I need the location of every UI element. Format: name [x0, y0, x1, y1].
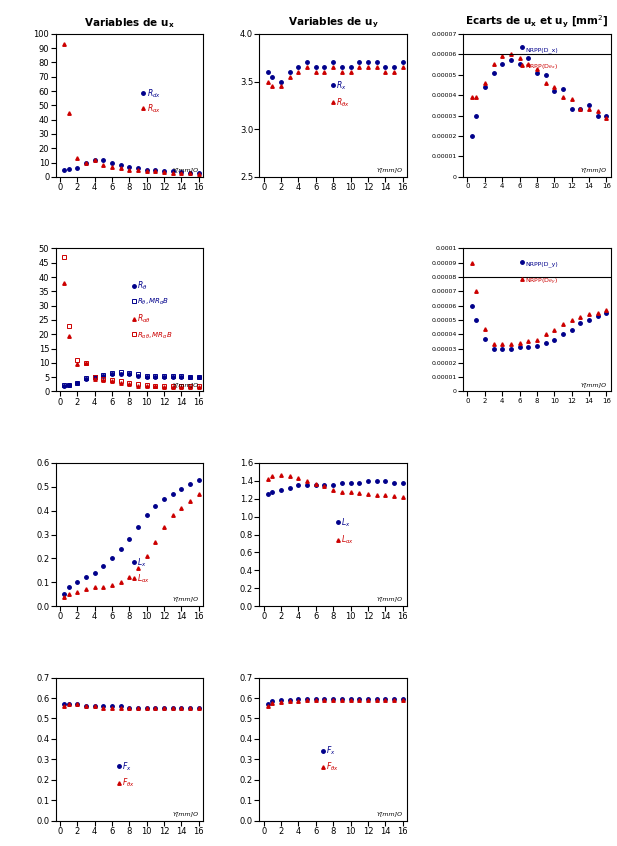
Text: $L_x$: $L_x$	[341, 516, 350, 529]
Text: Ecarts de $\mathbf{u_x}$ et $\mathbf{u_y}$ [mm$^2$]: Ecarts de $\mathbf{u_x}$ et $\mathbf{u_y…	[465, 14, 608, 30]
Text: $R_{\alpha\theta},MR_\alpha B$: $R_{\alpha\theta},MR_\alpha B$	[137, 331, 172, 341]
Text: $R_{\theta x}$: $R_{\theta x}$	[336, 96, 350, 109]
Text: $F_x$: $F_x$	[122, 760, 131, 772]
Text: $R_{dx}$: $R_{dx}$	[147, 88, 161, 101]
Text: Y[mm]O: Y[mm]O	[376, 596, 402, 602]
Text: $L_{\alpha x}$: $L_{\alpha x}$	[137, 572, 150, 585]
Text: Y[mm]O: Y[mm]O	[581, 168, 607, 173]
Text: Variables de $\mathbf{u_x}$: Variables de $\mathbf{u_x}$	[84, 16, 175, 30]
Text: $F_{\theta x}$: $F_{\theta x}$	[326, 761, 339, 773]
Text: Variables de $\mathbf{u_y}$: Variables de $\mathbf{u_y}$	[288, 15, 378, 30]
Text: $R_\theta,MR_\alpha B$: $R_\theta,MR_\alpha B$	[137, 297, 169, 307]
Text: NRPP(D$_{\theta y}$): NRPP(D$_{\theta y}$)	[525, 277, 558, 287]
Text: $R_x$: $R_x$	[336, 80, 347, 91]
Text: Y[mm]O: Y[mm]O	[581, 382, 607, 387]
Text: Y[mm]O: Y[mm]O	[173, 382, 199, 387]
Text: NRPP(D_x): NRPP(D_x)	[525, 47, 558, 52]
Text: Y[mm]O: Y[mm]O	[376, 811, 402, 816]
Text: Y[mm]O: Y[mm]O	[173, 811, 199, 816]
Text: Y[mm]O: Y[mm]O	[173, 168, 199, 173]
Text: Y[mm]O: Y[mm]O	[376, 168, 402, 173]
Text: NRPP(D_y): NRPP(D_y)	[525, 261, 558, 267]
Text: $F_{\theta x}$: $F_{\theta x}$	[122, 777, 135, 789]
Text: Y[mm]O: Y[mm]O	[173, 596, 199, 602]
Text: $R_{\alpha x}$: $R_{\alpha x}$	[147, 102, 161, 114]
Text: $L_x$: $L_x$	[137, 557, 146, 569]
Text: $L_{\alpha x}$: $L_{\alpha x}$	[341, 533, 354, 546]
Text: NRPP(D$_{\theta x}$): NRPP(D$_{\theta x}$)	[525, 62, 558, 71]
Text: $R_{\alpha\theta}$: $R_{\alpha\theta}$	[137, 312, 151, 325]
Text: $R_\theta$: $R_\theta$	[137, 279, 147, 292]
Text: $F_x$: $F_x$	[326, 744, 336, 757]
